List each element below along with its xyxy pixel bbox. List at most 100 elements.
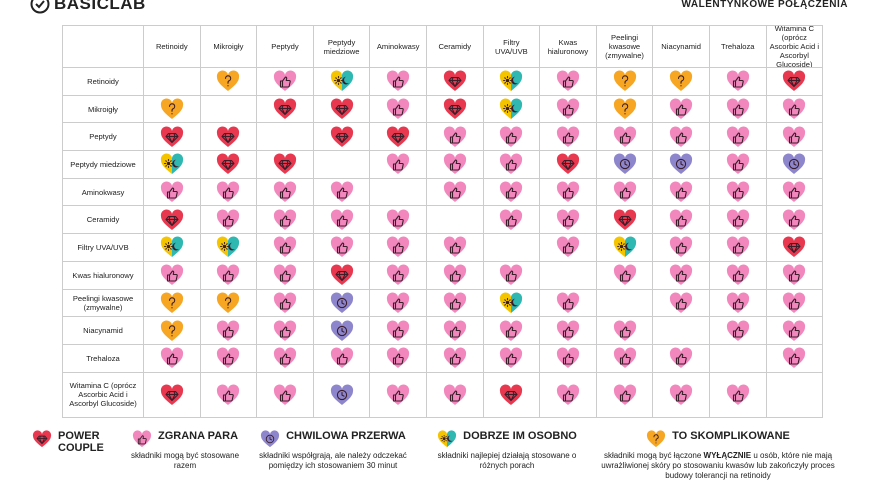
heart (500, 320, 523, 341)
corner-cell (63, 26, 144, 68)
cell (596, 95, 654, 124)
heart-icon (726, 236, 749, 258)
heart-icon (217, 264, 240, 286)
cell (144, 289, 201, 318)
cell (766, 151, 824, 179)
thumb (449, 132, 461, 144)
diamond (391, 132, 405, 143)
cell (426, 234, 484, 262)
question (168, 297, 175, 309)
heart-icon (132, 430, 152, 448)
heart-icon (443, 347, 466, 369)
thumb (732, 132, 744, 144)
heart-icon (783, 264, 806, 286)
heart (613, 264, 636, 286)
thumb (506, 132, 518, 144)
heart-icon (443, 126, 466, 147)
question (168, 324, 175, 336)
cell (257, 372, 314, 418)
sun (506, 79, 510, 83)
heart-icon (387, 384, 410, 405)
cell (653, 344, 710, 373)
heart (726, 181, 749, 203)
heart-icon (217, 236, 240, 258)
heart-icon (443, 292, 466, 313)
cell (144, 206, 201, 235)
heart-icon (217, 384, 240, 405)
heart-icon (273, 153, 297, 175)
heart-icon (330, 126, 353, 147)
cell (144, 151, 201, 179)
thumb (279, 187, 291, 199)
heart-icon (443, 181, 466, 203)
column-header: Kwas hialuronowy (540, 26, 597, 68)
thumb (619, 187, 631, 199)
cell (483, 344, 541, 373)
cell (200, 178, 258, 207)
thumb (506, 270, 518, 282)
heart-icon (261, 430, 280, 448)
thumb (393, 390, 404, 402)
moon (172, 160, 179, 168)
heart-icon (726, 264, 749, 286)
cell (653, 289, 710, 318)
thumb (449, 270, 461, 282)
thumb (676, 132, 687, 144)
legend-item: POWER COUPLE (30, 430, 110, 454)
cell (653, 206, 710, 235)
row-header: Mikroigły (63, 95, 144, 124)
legend-head: DOBRZE IM OSOBNO (437, 430, 577, 448)
heart (387, 384, 410, 405)
heart-icon (613, 384, 636, 405)
heart-icon (783, 126, 806, 147)
heart (160, 292, 183, 313)
heart-icon (217, 153, 240, 175)
thumb (336, 242, 348, 255)
heart-icon (160, 153, 183, 175)
thumb (393, 353, 404, 365)
cell (709, 95, 767, 124)
moon (511, 77, 519, 85)
cell (426, 372, 484, 418)
cell (653, 372, 710, 418)
clock-hands (623, 161, 628, 167)
cell (766, 261, 824, 290)
thumb (393, 270, 404, 282)
page-title: WALENTYNKOWE POŁĄCZENIA (681, 0, 848, 10)
thumb (562, 353, 574, 365)
thumb (732, 159, 744, 171)
heart (556, 98, 580, 120)
cell (540, 68, 597, 96)
heart (500, 264, 523, 286)
cell (257, 289, 314, 318)
moon (447, 435, 453, 442)
heart-icon (443, 70, 466, 92)
column-header: Retinoidy (144, 26, 201, 68)
heart (726, 209, 749, 230)
sun (619, 245, 623, 249)
heart-icon (783, 292, 806, 313)
cell (257, 151, 314, 179)
heart (217, 209, 240, 230)
description-part: WYŁĄCZNIE (703, 451, 752, 460)
heart (613, 126, 636, 147)
cell (200, 123, 258, 152)
heart (443, 153, 466, 175)
description-part: składniki mogą być stosowane razem (130, 451, 242, 470)
heart-icon (330, 98, 353, 120)
cell (370, 178, 427, 207)
cell (370, 95, 427, 124)
cell (483, 95, 541, 124)
heart-icon (500, 347, 523, 369)
heart-icon (160, 264, 183, 286)
thumb (137, 435, 147, 445)
legend-title: ZGRANA PARA (157, 430, 239, 442)
heart-icon (160, 320, 183, 341)
heart-icon (556, 181, 580, 203)
heart-icon (613, 209, 636, 230)
heart (132, 430, 152, 448)
diamond (335, 132, 349, 143)
heart-icon (726, 292, 749, 313)
heart (613, 384, 636, 405)
cell (596, 344, 654, 373)
